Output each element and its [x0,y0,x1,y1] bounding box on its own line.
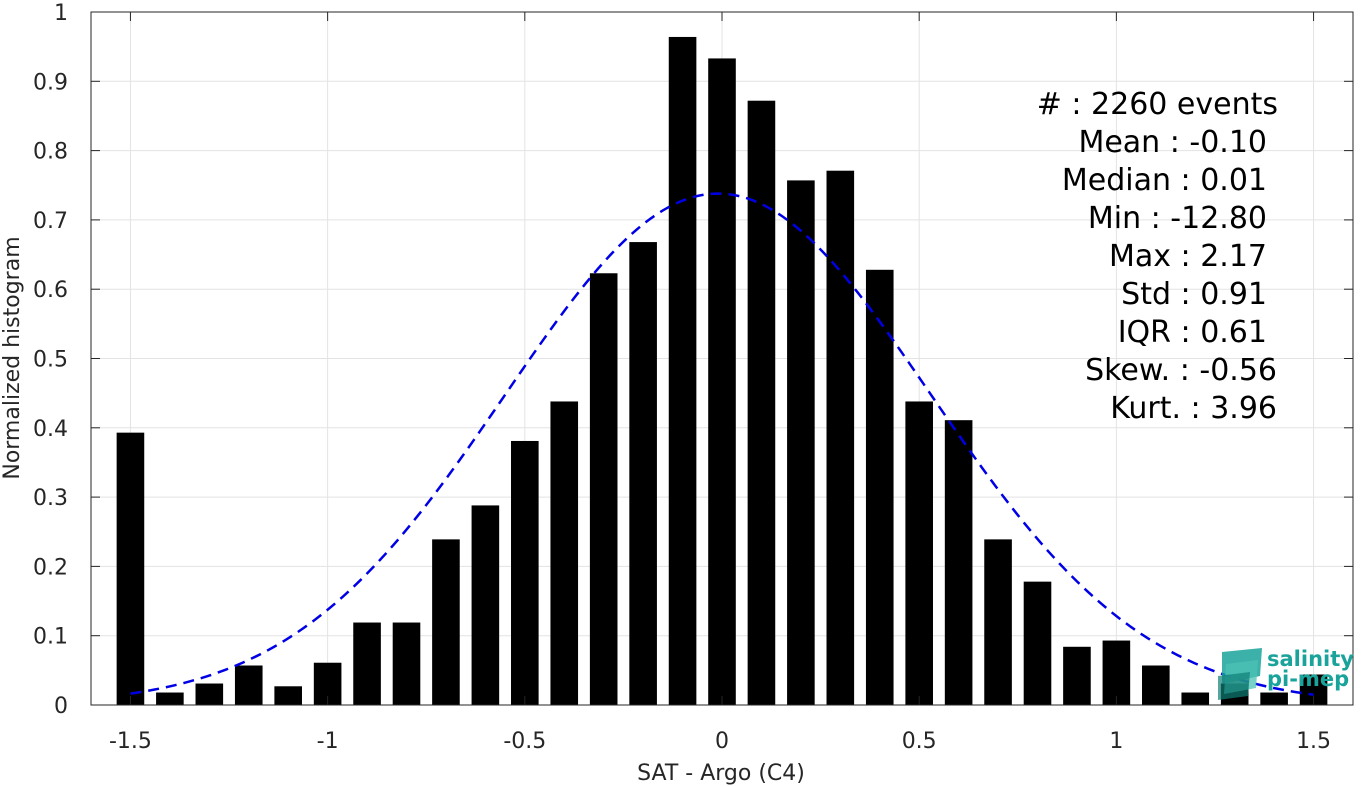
histogram-bar [629,242,657,706]
gaussian-fit-curve [130,192,1314,696]
y-tick-label: 1 [54,1,68,26]
histogram-bars [116,36,1328,706]
logo-text-pimep: pi-mep [1267,667,1349,691]
y-tick-label: 0.6 [33,278,68,303]
histogram-bar [668,36,697,705]
histogram-bar [392,622,421,705]
histogram-bar [1102,640,1131,705]
histogram-bar [116,432,145,705]
y-tick-label: 0.2 [33,555,68,580]
histogram-bar [471,505,500,705]
histogram-bar [511,440,539,705]
stat-iqr: IQR : 0.61 [1118,315,1267,350]
histogram-bar [944,420,973,705]
histogram-bar [747,100,776,706]
histogram-bar [1142,665,1170,705]
histogram-bar [589,273,618,705]
salinity-pimep-logo-icon [1218,648,1262,700]
x-tick-label: 0 [715,729,729,754]
y-tick-label: 0 [54,694,68,719]
histogram-bar [1260,692,1288,705]
statistics-box: # : 2260 events Mean : -0.10 Median : 0.… [1037,87,1278,426]
x-tick-label: 1 [1109,729,1123,754]
histogram-bar [432,539,460,705]
histogram-bar [353,622,381,705]
y-tick-label: 0.1 [33,625,68,650]
y-tick-label: 0.7 [33,209,68,234]
salinity-pimep-logo: salinity pi-mep [1218,647,1354,700]
y-tick-label: 0.4 [33,417,68,442]
histogram-bar [1023,581,1052,705]
x-axis-label: SAT - Argo (C4) [637,761,805,786]
stat-max: Max : 2.17 [1109,239,1267,274]
y-axis-label: Normalized histogram [0,236,25,479]
stat-skew: Skew. : -0.56 [1085,353,1277,388]
y-tick-labels: 0 0.1 0.2 0.3 0.4 0.5 0.6 0.7 0.8 0.9 1 [33,1,68,719]
fit-curve-line [130,192,1314,696]
histogram-bar [708,58,736,705]
stat-min: Min : -12.80 [1088,201,1267,236]
histogram-bar [195,683,224,705]
histogram-bar [1181,692,1210,705]
plot-axes [90,11,1354,706]
stat-kurt: Kurt. : 3.96 [1110,391,1277,426]
y-tick-label: 0.3 [33,486,68,511]
x-tick-label: -0.5 [503,729,546,754]
stat-mean: Mean : -0.10 [1078,125,1267,160]
y-tick-label: 0.5 [33,348,68,373]
logo-text-salinity: salinity [1267,647,1354,671]
histogram-bar [905,401,933,705]
y-tick-label: 0.9 [33,70,68,95]
histogram-bar [787,180,815,706]
x-tick-label: 0.5 [902,729,937,754]
stat-std: Std : 0.91 [1121,277,1267,312]
histogram-bar [984,539,1012,705]
histogram-bar [826,170,855,705]
histogram-bar [274,686,302,705]
histogram-bar [865,269,894,705]
y-tick-label: 0.8 [33,140,68,165]
x-tick-labels: -1.5 -1 -0.5 0 0.5 1 1.5 [109,729,1331,754]
x-tick-label: 1.5 [1296,729,1331,754]
histogram-bar [1063,646,1091,705]
histogram-bar [234,665,263,705]
stat-count: # : 2260 events [1037,87,1278,122]
x-tick-label: -1.5 [109,729,152,754]
x-tick-label: -1 [317,729,339,754]
histogram-bar [156,692,184,705]
histogram-bar [550,401,579,705]
stat-median: Median : 0.01 [1062,163,1267,198]
